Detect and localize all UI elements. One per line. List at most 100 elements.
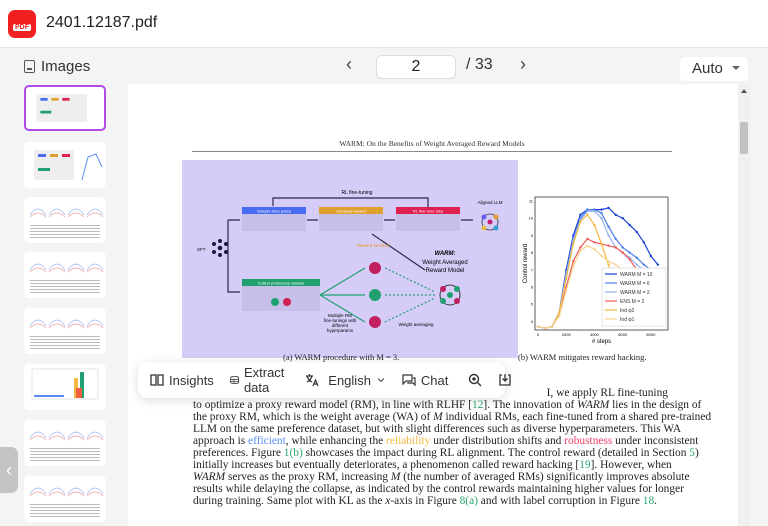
y-axis-label: Control reward xyxy=(523,244,529,283)
y-tick-label: 7 xyxy=(531,267,534,272)
thumbnail-preview xyxy=(29,208,104,238)
data-point xyxy=(543,327,547,330)
text-span: ]. However, when xyxy=(590,459,672,471)
aligned-llm-label: Aligned LLM xyxy=(477,200,502,205)
reference-link[interactable]: 8(a) xyxy=(459,495,478,507)
book-icon xyxy=(150,374,164,386)
reference-link[interactable]: robustness xyxy=(564,435,613,447)
data-point xyxy=(586,244,589,247)
data-point xyxy=(614,213,617,216)
page-number-input[interactable] xyxy=(376,55,456,79)
y-tick-label: 8 xyxy=(531,250,534,255)
page-thumbnail-5[interactable] xyxy=(24,308,106,354)
reference-link[interactable]: reliability xyxy=(386,435,431,447)
rl-fine-tune-step-box: RL fine-tune step xyxy=(396,207,460,231)
data-point xyxy=(607,234,610,237)
page-thumbnail-8[interactable] xyxy=(24,476,106,522)
images-panel-toggle[interactable]: Images xyxy=(24,58,90,75)
chevron-down-icon xyxy=(732,66,740,70)
data-point xyxy=(628,251,631,254)
language-select[interactable]: English xyxy=(305,373,386,388)
zoom-select[interactable]: Auto xyxy=(680,57,748,81)
data-point xyxy=(642,263,646,266)
reference-link[interactable]: 18 xyxy=(642,495,655,507)
scrollbar[interactable] xyxy=(738,84,750,526)
insights-button[interactable]: Insights xyxy=(150,373,214,388)
reward-function-label: Reward function xyxy=(357,243,390,248)
text-span: initially increases but eventually deter… xyxy=(193,459,580,471)
text-span: LLM on the same preference dataset, but … xyxy=(193,423,682,435)
data-point xyxy=(614,263,617,266)
chat-button[interactable]: Chat xyxy=(402,373,448,388)
x-tick-label: 4000 xyxy=(590,332,600,337)
page-thumbnail-7[interactable] xyxy=(24,420,106,466)
series-line xyxy=(537,245,630,329)
zoom-in-icon xyxy=(469,373,482,387)
reference-link[interactable]: 12 xyxy=(472,399,484,411)
data-point xyxy=(621,251,624,254)
reference-link[interactable]: efficient xyxy=(248,435,286,447)
svg-text:hyperparams: hyperparams xyxy=(327,328,354,333)
data-point xyxy=(565,277,568,280)
data-point xyxy=(635,230,638,234)
text-line: WARM serves as the proxy RM, increasing … xyxy=(193,471,690,483)
title-bar: PDF 2401.12187.pdf xyxy=(0,0,768,48)
thumbnail-preview xyxy=(29,263,104,293)
data-point xyxy=(649,254,653,258)
collapse-sidebar-button[interactable]: ‹ xyxy=(0,447,18,493)
download-icon xyxy=(499,374,512,386)
y-tick-label: 6 xyxy=(531,285,534,290)
data-point xyxy=(557,315,561,318)
page-thumbnail-2[interactable] xyxy=(24,142,106,188)
text-span: approach is xyxy=(193,435,249,447)
x-tick-label: 0 xyxy=(537,332,540,337)
svg-text:Multiple RM: Multiple RM xyxy=(328,313,352,318)
data-point xyxy=(635,256,638,259)
data-point xyxy=(621,217,624,220)
sft-label: SFT xyxy=(197,247,206,252)
reference-link[interactable]: 1(b) xyxy=(283,447,303,459)
warm-subtitle-1: Weight Averaged xyxy=(422,260,467,266)
text-span: I, we apply RL fine-tuning xyxy=(546,387,668,399)
running-head: WARM: On the Benefits of Weight Averaged… xyxy=(339,139,525,148)
page-thumbnail-3[interactable] xyxy=(24,197,106,243)
extract-data-button[interactable]: Extract data xyxy=(230,365,289,395)
prev-page-button[interactable]: ‹ xyxy=(346,54,352,74)
x-tick-label: 8000 xyxy=(646,332,656,337)
x-tick-label: 6000 xyxy=(618,332,628,337)
text-line: the proxy RM, which is the weight averag… xyxy=(193,411,711,423)
x-tick-label: 2000 xyxy=(562,332,572,337)
caption-b: (b) WARM mitigates reward hacking. xyxy=(518,352,647,362)
caption-a: (a) WARM procedure with M = 3. xyxy=(283,352,400,362)
text-line: preferences. Figure 1(b) showcases the i… xyxy=(193,447,699,459)
warm-title: WARM: xyxy=(435,251,456,257)
thumbnail-preview xyxy=(29,319,104,349)
text-span: under distribution shifts and xyxy=(430,435,565,447)
scroll-up-arrow[interactable] xyxy=(741,89,747,93)
data-point xyxy=(600,217,603,220)
page-thumbnail-4[interactable] xyxy=(24,252,106,298)
reference-link[interactable]: 19 xyxy=(579,459,591,471)
chevron-down-icon xyxy=(377,378,385,383)
next-page-button[interactable]: › xyxy=(520,54,526,74)
zoom-in-button[interactable] xyxy=(468,373,482,387)
data-point xyxy=(600,242,603,246)
y-tick-label: 9 xyxy=(531,233,534,238)
rm-network-icons xyxy=(369,262,461,328)
thumbnail-preview xyxy=(36,94,87,122)
scrollbar-thumb[interactable] xyxy=(740,122,748,154)
text-span: preferences. Figure xyxy=(193,447,284,459)
data-point xyxy=(579,220,582,223)
svg-text:RL fine-tune step: RL fine-tune step xyxy=(413,209,444,214)
y-tick-label: 10 xyxy=(529,216,534,221)
chat-icon xyxy=(402,374,416,387)
y-tick-label: 11 xyxy=(529,199,534,204)
page-thumbnail-1[interactable] xyxy=(24,85,106,131)
reference-link[interactable]: 5 xyxy=(689,447,695,459)
svg-text:Compute reward: Compute reward xyxy=(336,209,366,214)
image-icon xyxy=(24,60,35,73)
page-thumbnail-6[interactable] xyxy=(24,364,106,410)
download-button[interactable] xyxy=(498,373,512,387)
text-span: WARM xyxy=(577,399,610,411)
